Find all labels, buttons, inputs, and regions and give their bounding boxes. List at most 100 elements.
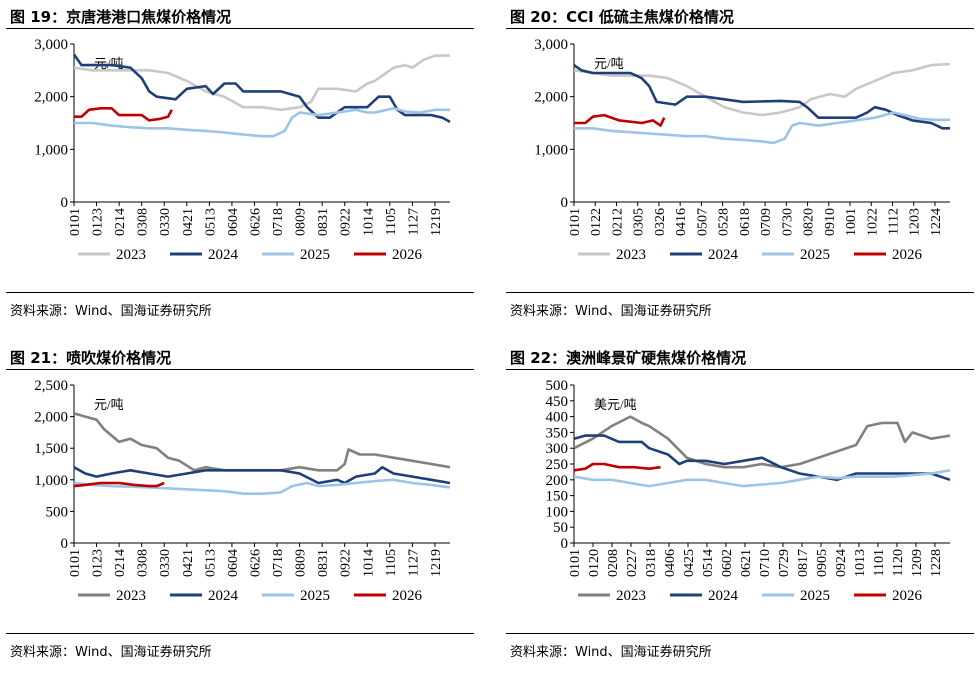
x-tick-label: 0214: [113, 549, 128, 577]
legend-label-2026: 2026: [392, 247, 423, 263]
x-tick-label: 0621: [739, 549, 754, 577]
title-rule: [6, 28, 474, 29]
x-tick-label: 0507: [695, 208, 710, 236]
x-tick-label: 0809: [294, 549, 309, 577]
x-tick-label: 1014: [361, 549, 376, 577]
x-tick-label: 1228: [929, 549, 944, 577]
y-tick-label: 2,000: [534, 90, 568, 106]
source-rule: [6, 292, 474, 293]
x-tick-label: 0910: [823, 208, 838, 236]
x-tick-label: 0602: [720, 549, 735, 577]
y-tick-label: 2,000: [34, 90, 68, 106]
x-tick-label: 0831: [316, 208, 331, 236]
x-tick-label: 0326: [653, 208, 668, 236]
y-tick-label: 1,000: [34, 142, 68, 158]
x-tick-label: 0123: [91, 549, 106, 577]
y-tick-label: 300: [546, 441, 569, 457]
x-tick-label: 1112: [886, 208, 901, 235]
x-tick-label: 0214: [113, 208, 128, 236]
x-tick-label: 0729: [777, 549, 792, 577]
chart-fig21: 0 500 1,000 1,500 2,000 2,500 0101 0123 0214 0308…: [34, 378, 451, 604]
x-tick-label: 0626: [248, 549, 263, 577]
series-line-2026: [73, 481, 165, 488]
y-tick-label: 1,500: [34, 441, 68, 457]
chart-fig19: 0 1,000 2,000 3,000 0101 0123 0214 0308 0330 0421…: [34, 37, 451, 263]
x-tick-label: 0122: [589, 208, 604, 236]
x-tick-label: 0212: [610, 208, 625, 236]
x-tick-label: 0330: [158, 549, 173, 577]
source-rule: [506, 633, 974, 634]
x-tick-label: 0924: [834, 549, 849, 577]
x-tick-label: 1224: [929, 208, 944, 236]
x-tick-label: 1209: [910, 549, 925, 577]
x-tick-label: 1101: [872, 549, 887, 576]
y-tick-label: 0: [61, 536, 69, 552]
x-tick-label: 0809: [294, 208, 309, 236]
x-tick-label: 0604: [226, 208, 241, 236]
x-tick-label: 0101: [568, 208, 583, 236]
legend-label-2025: 2025: [800, 588, 830, 604]
y-tick-label: 0: [61, 195, 69, 211]
title-rule: [506, 369, 974, 370]
y-tick-label: 100: [546, 504, 569, 520]
x-tick-label: 0101: [568, 549, 583, 577]
legend-label-2024: 2024: [208, 588, 239, 604]
x-tick-label: 0718: [271, 208, 286, 236]
x-tick-label: 0718: [271, 549, 286, 577]
y-tick-label: 500: [546, 378, 569, 394]
series-line-2023: [573, 62, 951, 117]
y-tick-label: 1,000: [34, 473, 68, 489]
panel-title: 图 19：京唐港港口焦煤价格情况: [10, 8, 232, 26]
x-tick-label: 0513: [203, 208, 218, 236]
legend-label-2023: 2023: [616, 588, 646, 604]
source-note: 资料来源：Wind、国海证券研究所: [510, 304, 712, 319]
y-tick-label: 3,000: [34, 37, 68, 53]
legend-label-2025: 2025: [800, 247, 830, 263]
x-tick-label: 1127: [406, 549, 421, 576]
x-tick-label: 0330: [158, 208, 173, 236]
x-tick-label: 0922: [339, 549, 354, 577]
x-tick-label: 1105: [384, 549, 399, 576]
x-tick-label: 0308: [136, 208, 151, 236]
legend-label-2023: 2023: [616, 247, 646, 263]
x-tick-label: 0626: [248, 208, 263, 236]
legend-label-2026: 2026: [392, 588, 423, 604]
y-tick-label: 150: [546, 489, 569, 505]
series-line-2023: [73, 412, 451, 472]
y-tick-label: 2,000: [34, 410, 68, 426]
x-tick-label: 0406: [663, 549, 678, 577]
x-tick-label: 0120: [587, 549, 602, 577]
x-tick-label: 0710: [758, 549, 773, 577]
unit-label: 元/吨: [94, 397, 124, 412]
series-line-2024: [573, 434, 951, 482]
y-tick-label: 500: [46, 504, 69, 520]
source-rule: [6, 633, 474, 634]
source-note: 资料来源：Wind、国海证券研究所: [10, 645, 212, 660]
legend-label-2024: 2024: [708, 247, 739, 263]
series-line-2025: [574, 111, 950, 145]
x-tick-label: 0604: [226, 549, 241, 577]
y-tick-label: 200: [546, 473, 569, 489]
x-tick-label: 1219: [429, 549, 444, 577]
legend-label-2023: 2023: [116, 247, 146, 263]
source-rule: [506, 292, 974, 293]
legend-label-2024: 2024: [708, 588, 739, 604]
x-tick-label: 0425: [682, 549, 697, 577]
y-tick-label: 50: [553, 520, 568, 536]
x-tick-label: 0922: [339, 208, 354, 236]
x-tick-label: 0817: [796, 549, 811, 577]
x-tick-label: 1013: [853, 549, 868, 577]
series-line-2023: [573, 415, 951, 469]
x-tick-label: 0318: [644, 549, 659, 577]
panel-fig19: 图 19：京唐港港口焦煤价格情况 0 1,000 2,000 3,000 0101 012…: [6, 0, 474, 336]
x-tick-label: 0709: [759, 208, 774, 236]
x-tick-label: 1127: [406, 208, 421, 235]
panel-title: 图 20：CCI 低硫主焦煤价格情况: [510, 8, 734, 26]
legend-label-2023: 2023: [116, 588, 146, 604]
title-rule: [6, 369, 474, 370]
x-tick-label: 1014: [361, 208, 376, 236]
x-tick-label: 0308: [136, 549, 151, 577]
x-tick-label: 0831: [316, 549, 331, 577]
x-tick-label: 0208: [606, 549, 621, 577]
panel-title: 图 22：澳洲峰景矿硬焦煤价格情况: [510, 349, 747, 367]
